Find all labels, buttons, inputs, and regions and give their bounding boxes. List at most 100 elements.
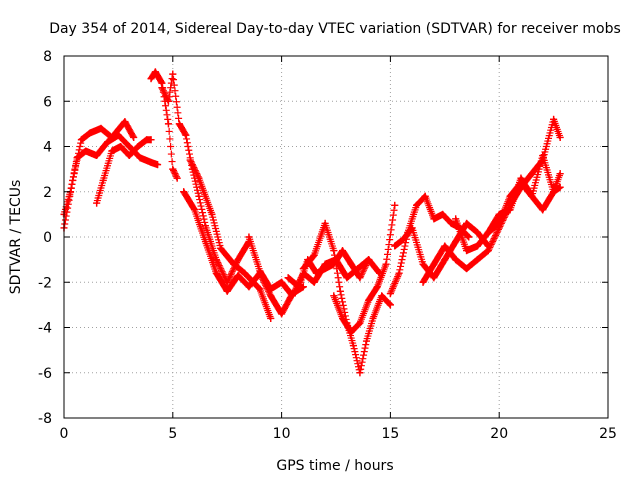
data-point bbox=[528, 192, 536, 200]
data-point bbox=[130, 133, 138, 141]
y-axis-label: SDTVAR / TECUs bbox=[8, 180, 24, 295]
data-point bbox=[245, 283, 253, 291]
series-track-p bbox=[484, 179, 564, 236]
data-point bbox=[484, 228, 492, 236]
data-point bbox=[556, 170, 564, 178]
axis-ticks: 0 5 10 15 20 25 -8 -6 -4 -2 0 2 4 6 8 bbox=[38, 49, 617, 442]
marker-cluster bbox=[158, 70, 253, 286]
data-point bbox=[164, 120, 172, 128]
data-point bbox=[182, 131, 190, 139]
data-point bbox=[386, 290, 394, 298]
data-point bbox=[347, 260, 355, 268]
data-point bbox=[506, 206, 514, 214]
x-tick-label: 5 bbox=[168, 426, 177, 442]
data-point bbox=[169, 165, 177, 173]
data-point bbox=[158, 84, 166, 92]
data-point bbox=[419, 278, 427, 286]
data-point bbox=[463, 247, 471, 255]
data-point bbox=[452, 215, 460, 223]
data-point bbox=[195, 174, 203, 182]
data-point bbox=[299, 265, 307, 273]
y-tick-label: 8 bbox=[43, 49, 52, 65]
data-point bbox=[463, 219, 471, 227]
data-point bbox=[173, 174, 181, 182]
data-point bbox=[267, 292, 275, 300]
data-point bbox=[208, 210, 216, 218]
data-point bbox=[234, 256, 242, 264]
data-point bbox=[136, 154, 144, 162]
y-tick-label: -8 bbox=[38, 411, 52, 427]
y-tick-label: -2 bbox=[38, 275, 52, 291]
data-point bbox=[93, 152, 101, 160]
x-tick-label: 0 bbox=[60, 426, 69, 442]
series-track-b bbox=[60, 118, 138, 232]
data-point bbox=[495, 219, 503, 227]
data-point bbox=[484, 247, 492, 255]
data-point bbox=[175, 120, 183, 128]
data-point bbox=[408, 224, 416, 232]
data-point bbox=[201, 222, 209, 230]
data-point bbox=[256, 285, 264, 293]
data-point bbox=[267, 314, 275, 322]
data-point bbox=[97, 124, 105, 132]
series-track-k bbox=[330, 201, 399, 336]
data-point bbox=[362, 337, 370, 345]
data-point bbox=[441, 242, 449, 250]
data-point bbox=[217, 244, 225, 252]
data-point bbox=[330, 247, 338, 255]
series-track-e bbox=[158, 70, 253, 286]
data-point bbox=[134, 143, 142, 150]
data-point bbox=[556, 183, 564, 191]
data-point bbox=[336, 287, 344, 295]
data-point bbox=[382, 260, 390, 268]
data-point bbox=[256, 267, 264, 275]
data-point bbox=[154, 161, 162, 169]
x-axis-label: GPS time / hours bbox=[276, 458, 393, 474]
data-point bbox=[99, 176, 107, 184]
chart-title: Day 354 of 2014, Sidereal Day-to-day VTE… bbox=[49, 21, 621, 37]
data-point bbox=[413, 201, 421, 209]
data-point bbox=[312, 269, 320, 277]
data-point bbox=[330, 292, 338, 300]
data-point bbox=[430, 215, 438, 223]
y-tick-label: 6 bbox=[43, 94, 52, 110]
data-point bbox=[452, 238, 460, 246]
data-point bbox=[556, 133, 564, 141]
x-tick-label: 10 bbox=[273, 426, 291, 442]
data-point bbox=[365, 296, 373, 304]
marker-cluster bbox=[186, 156, 275, 322]
marker-cluster bbox=[60, 131, 162, 218]
data-point bbox=[169, 70, 177, 78]
data-point bbox=[321, 219, 329, 227]
data-point bbox=[347, 328, 355, 336]
data-point bbox=[230, 260, 238, 268]
series-track-c bbox=[93, 136, 155, 207]
series-track-d bbox=[147, 68, 181, 182]
data-point bbox=[245, 233, 253, 241]
data-point bbox=[117, 143, 125, 150]
data-point bbox=[223, 287, 231, 295]
data-point bbox=[395, 269, 403, 277]
marker-cluster bbox=[60, 118, 138, 232]
data-point bbox=[69, 176, 77, 184]
data-point bbox=[108, 147, 116, 155]
y-tick-label: 0 bbox=[43, 230, 52, 246]
data-point bbox=[278, 310, 286, 318]
data-point bbox=[151, 68, 159, 76]
data-point bbox=[473, 228, 481, 236]
data-point bbox=[339, 247, 347, 255]
data-point bbox=[550, 115, 558, 123]
data-point bbox=[125, 143, 133, 150]
data-point bbox=[147, 75, 155, 83]
data-point bbox=[201, 238, 209, 246]
data-point bbox=[82, 147, 90, 155]
data-point bbox=[147, 136, 155, 144]
data-point bbox=[421, 192, 429, 200]
y-tick-label: 2 bbox=[43, 185, 52, 201]
data-point bbox=[399, 235, 407, 243]
y-tick-label: -4 bbox=[38, 321, 52, 337]
data-point bbox=[195, 192, 203, 200]
data-point bbox=[234, 271, 242, 279]
data-point bbox=[223, 278, 231, 286]
data-point bbox=[550, 188, 558, 196]
